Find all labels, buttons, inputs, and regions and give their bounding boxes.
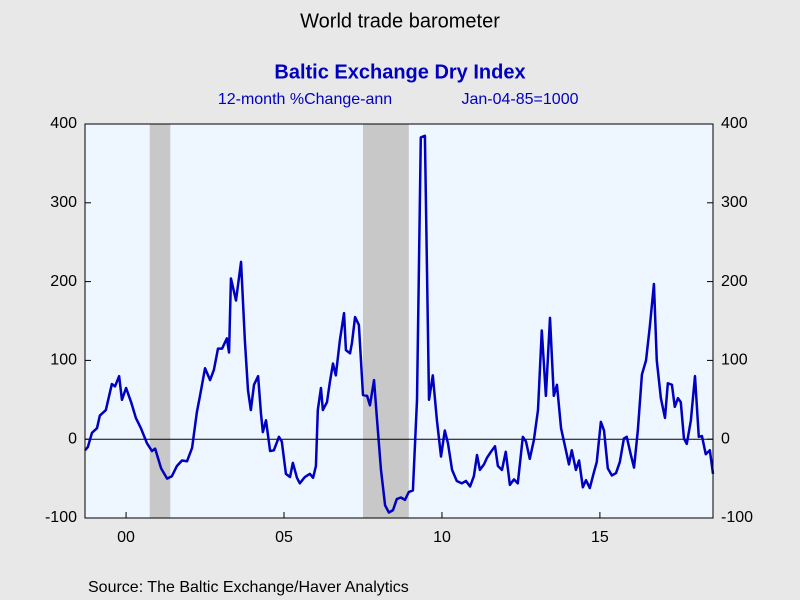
data-line: [84, 134, 715, 514]
y-tick-label: 300: [50, 194, 77, 211]
x-tick-label: 00: [117, 529, 135, 546]
x-tick-label: 10: [433, 529, 451, 546]
chart-title: World trade barometer: [300, 10, 500, 32]
y2-tick-label: 200: [721, 273, 748, 290]
units-label: 12-month %Change-ann: [218, 91, 392, 108]
y-tick-label: 200: [50, 273, 77, 290]
y2-tick-label: 300: [721, 194, 748, 211]
source-note: Source: The Baltic Exchange/Haver Analyt…: [88, 579, 409, 596]
y2-tick-label: 400: [721, 115, 748, 132]
y-tick-label: 0: [68, 430, 77, 447]
y2-tick-label: 0: [721, 430, 730, 447]
y-tick-label: 100: [50, 352, 77, 369]
y2-tick-label: -100: [721, 509, 753, 526]
y-tick-label: -100: [45, 509, 77, 526]
y2-tick-label: 100: [721, 352, 748, 369]
y-tick-label: 400: [50, 115, 77, 132]
x-tick-label: 05: [275, 529, 293, 546]
x-tick-label: 15: [591, 529, 609, 546]
plot-border: [84, 123, 714, 519]
chart-subtitle: Baltic Exchange Dry Index: [274, 61, 525, 83]
shaded-period: [149, 124, 171, 518]
base-label: Jan-04-85=1000: [462, 91, 579, 108]
shaded-period: [362, 124, 409, 518]
